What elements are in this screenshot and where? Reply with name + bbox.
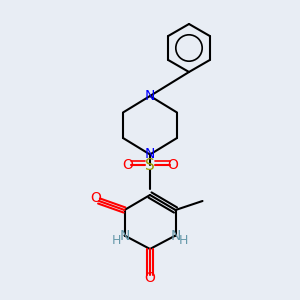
Text: N: N bbox=[170, 229, 181, 242]
Text: N: N bbox=[145, 148, 155, 161]
Text: O: O bbox=[122, 158, 133, 172]
Text: O: O bbox=[145, 271, 155, 284]
Text: N: N bbox=[119, 229, 130, 242]
Text: N: N bbox=[145, 89, 155, 103]
Text: O: O bbox=[167, 158, 178, 172]
Text: S: S bbox=[145, 158, 155, 172]
Text: H: H bbox=[111, 234, 121, 248]
Text: O: O bbox=[91, 191, 101, 205]
Text: H: H bbox=[179, 234, 189, 248]
